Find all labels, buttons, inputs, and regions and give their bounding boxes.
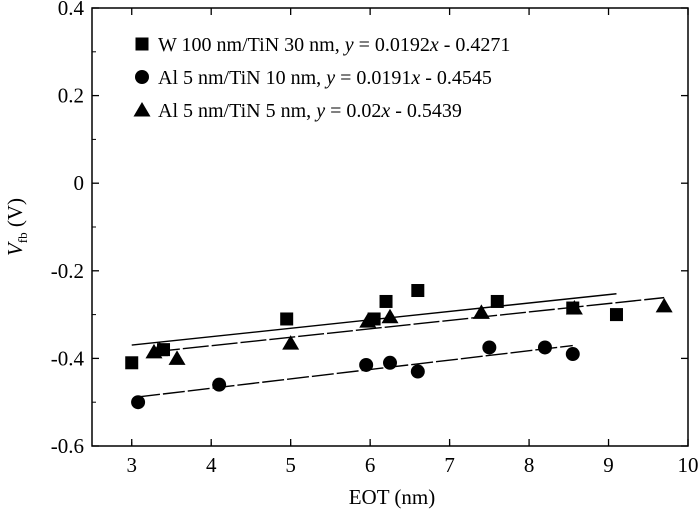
legend-marker-series-2 bbox=[135, 70, 149, 84]
data-point-series-3 bbox=[168, 350, 186, 365]
x-tick-label: 9 bbox=[603, 453, 614, 477]
legend-marker-series-3 bbox=[133, 102, 151, 117]
data-point-series-1 bbox=[490, 294, 504, 308]
data-point-series-1 bbox=[125, 356, 139, 370]
data-point-series-1 bbox=[609, 308, 623, 322]
fit-line-series-3 bbox=[153, 296, 665, 353]
data-point-series-3 bbox=[359, 313, 377, 328]
data-point-series-2 bbox=[410, 364, 425, 379]
data-point-series-2 bbox=[131, 395, 146, 410]
data-point-series-1 bbox=[280, 312, 294, 326]
data-point-series-3 bbox=[381, 308, 399, 324]
x-tick-label: 4 bbox=[206, 453, 217, 477]
legend-label-series-1: W 100 nm/TiN 30 nm, y = 0.0192x - 0.4271 bbox=[158, 34, 510, 56]
legend-label-series-2: Al 5 nm/TiN 10 nm, y = 0.0191x - 0.4545 bbox=[158, 67, 492, 89]
data-point-series-2 bbox=[212, 377, 227, 392]
data-point-series-2 bbox=[383, 355, 397, 370]
x-tick-label: 7 bbox=[444, 453, 455, 477]
data-point-series-3 bbox=[151, 341, 169, 357]
y-tick-label: 0.4 bbox=[58, 0, 85, 20]
y-axis-label-main: V bbox=[3, 241, 27, 256]
fit-lines bbox=[131, 293, 665, 398]
axis-ticks: 3 4 5 6 7 8 9 10 -0.6 -0.4 -0.2 0 0.2 0.4 bbox=[51, 0, 699, 477]
y-axis-label: Vfb (V) bbox=[3, 198, 30, 256]
x-tick-label: 5 bbox=[285, 453, 296, 477]
data-point-series-3 bbox=[282, 335, 300, 350]
y-tick-label: -0.4 bbox=[51, 346, 85, 370]
x-axis-label: EOT (nm) bbox=[349, 485, 436, 509]
x-tick-label: 3 bbox=[126, 453, 137, 477]
x-tick-label: 10 bbox=[678, 453, 699, 477]
y-tick-label: 0.2 bbox=[58, 84, 84, 108]
data-point-series-3 bbox=[565, 300, 583, 315]
data-point-series-2 bbox=[565, 347, 580, 362]
data-point-series-1 bbox=[379, 294, 393, 308]
y-axis-label-subscript: fb bbox=[15, 232, 30, 243]
data-point-series-2 bbox=[359, 357, 374, 372]
data-point-series-2 bbox=[537, 340, 552, 355]
data-point-series-2 bbox=[482, 340, 497, 355]
x-tick-label: 8 bbox=[524, 453, 535, 477]
y-tick-label: -0.2 bbox=[51, 259, 84, 283]
data-markers bbox=[125, 284, 673, 410]
legend-label-series-3: Al 5 nm/TiN 5 nm, y = 0.02x - 0.5439 bbox=[158, 100, 462, 122]
legend-marker-series-1 bbox=[135, 37, 149, 51]
y-tick-label: 0 bbox=[74, 171, 85, 195]
y-axis-label-unit: (V) bbox=[3, 198, 27, 232]
data-point-series-3 bbox=[472, 304, 490, 319]
fit-line-series-2 bbox=[138, 344, 573, 398]
data-point-series-3 bbox=[655, 297, 673, 313]
data-point-series-1 bbox=[411, 284, 425, 298]
x-tick-label: 6 bbox=[365, 453, 376, 477]
y-tick-label: -0.6 bbox=[51, 434, 84, 458]
legend: W 100 nm/TiN 30 nm, y = 0.0192x - 0.4271… bbox=[133, 34, 510, 122]
